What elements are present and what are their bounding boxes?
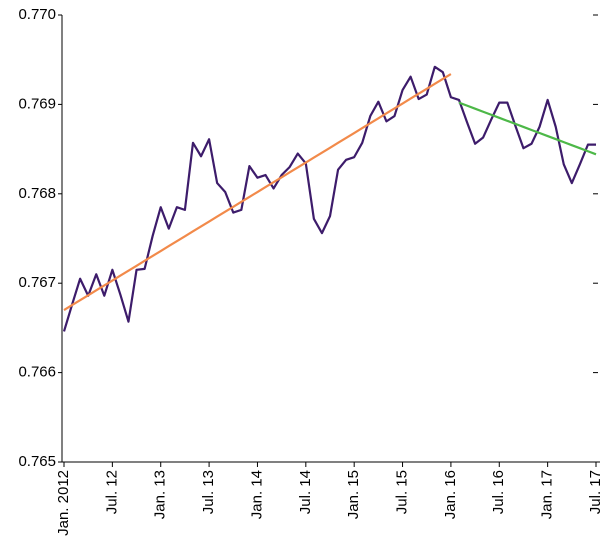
y-tick-label: 0.766: [18, 364, 56, 381]
y-tick-label: 0.769: [18, 95, 56, 112]
x-tick-label: Jul. 13: [200, 470, 217, 514]
x-tick-label: Jul. 17: [587, 470, 604, 514]
x-tick-label: Jan. 2012: [55, 470, 72, 536]
series-line: [458, 101, 597, 156]
x-tick-label: Jan. 13: [152, 470, 169, 519]
x-tick-label: Jul. 15: [394, 470, 411, 514]
x-tick-label: Jan. 17: [539, 470, 556, 519]
x-tick-label: Jul. 16: [490, 470, 507, 514]
y-tick-label: 0.768: [18, 185, 56, 202]
x-tick-label: Jul. 14: [297, 470, 314, 514]
series-line: [62, 65, 596, 332]
y-tick-label: 0.767: [18, 274, 56, 291]
x-tick-label: Jul. 12: [103, 470, 120, 514]
x-tick-label: Jan. 15: [345, 470, 362, 519]
y-tick-label: 0.765: [18, 453, 56, 470]
x-tick-label: Jan. 16: [442, 470, 459, 519]
x-tick-label: Jan. 14: [248, 470, 265, 519]
series-line: [63, 73, 452, 311]
y-tick-label: 0.770: [18, 6, 56, 23]
